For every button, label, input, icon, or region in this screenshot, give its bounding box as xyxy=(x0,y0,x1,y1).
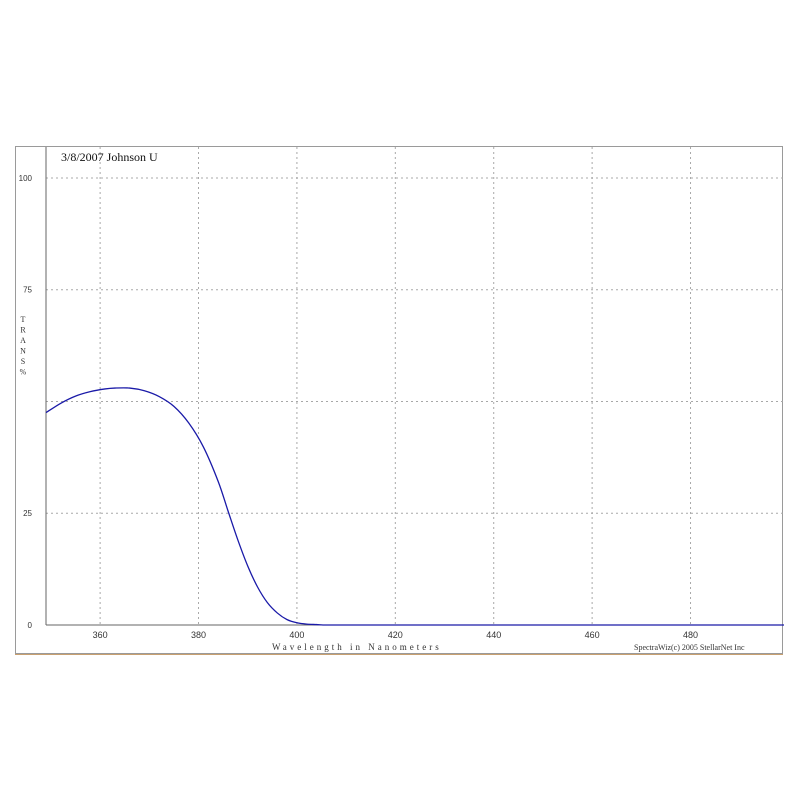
chart-title: 3/8/2007 Johnson U xyxy=(61,150,158,164)
y-axis-label-char: S xyxy=(21,357,25,366)
transmission-curve xyxy=(45,387,784,626)
y-axis-label-char: N xyxy=(20,347,26,356)
x-tick-label: 420 xyxy=(388,630,403,640)
y-axis-label-char: R xyxy=(20,326,26,335)
y-axis-label-char: % xyxy=(20,368,27,377)
x-tick-label: 400 xyxy=(289,630,304,640)
x-tick-label: 440 xyxy=(486,630,501,640)
y-tick-label: 25 xyxy=(23,509,32,518)
axis-layer xyxy=(45,147,784,626)
x-tick-label: 380 xyxy=(191,630,206,640)
chart-plot: 3/8/2007 Johnson U Wavelength in Nanomet… xyxy=(19,147,784,652)
series-layer xyxy=(45,387,784,626)
software-credit: SpectraWiz(c) 2005 StellarNet Inc xyxy=(634,643,745,652)
x-tick-label: 480 xyxy=(683,630,698,640)
y-axis-label-char: A xyxy=(20,336,26,345)
grid-layer xyxy=(46,147,784,625)
x-tick-label: 460 xyxy=(585,630,600,640)
x-axis-label: Wavelength in Nanometers xyxy=(272,642,442,652)
y-tick-label: 75 xyxy=(23,286,32,295)
label-layer: 3/8/2007 Johnson U Wavelength in Nanomet… xyxy=(19,150,745,652)
x-tick-label: 360 xyxy=(93,630,108,640)
bottom-rule xyxy=(15,654,783,655)
y-tick-label: 100 xyxy=(19,174,33,183)
y-tick-label: 0 xyxy=(28,621,33,630)
y-axis-label-char: T xyxy=(21,315,26,324)
chart-frame: 3/8/2007 Johnson U Wavelength in Nanomet… xyxy=(15,146,784,654)
